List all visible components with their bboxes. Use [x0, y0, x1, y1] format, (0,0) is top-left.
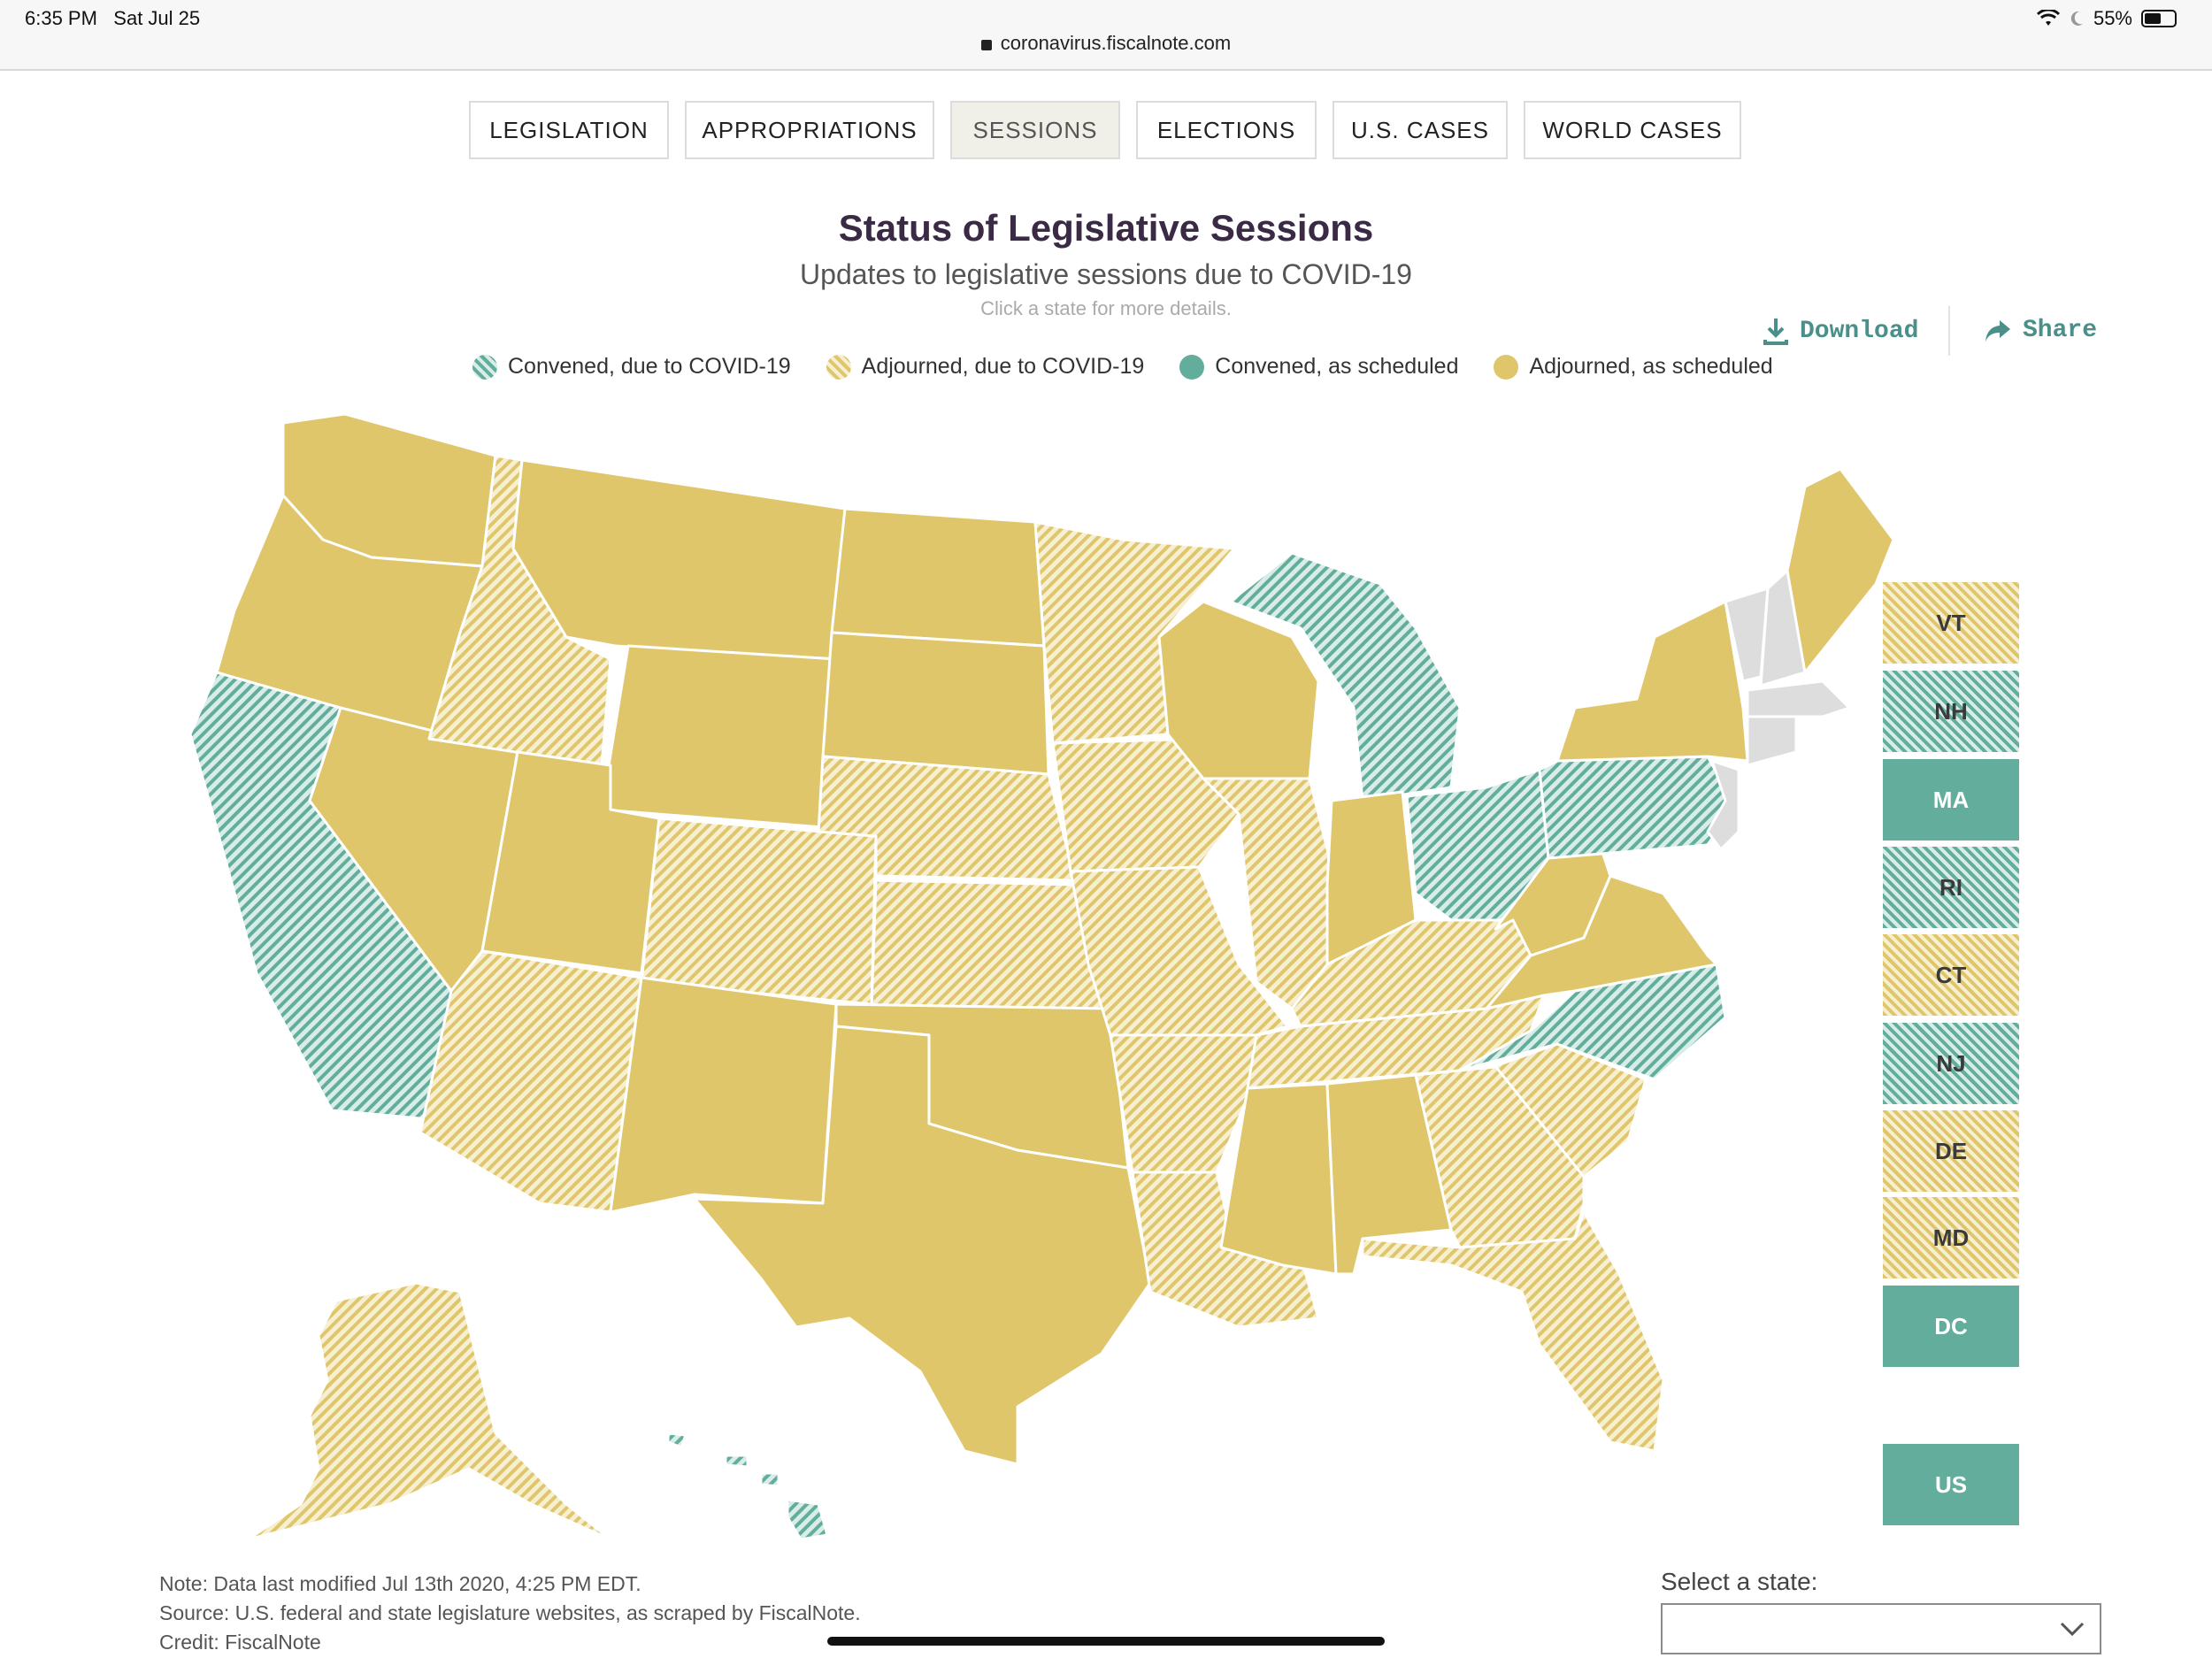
state-wi[interactable]	[1157, 600, 1320, 780]
state-select[interactable]	[1661, 1603, 2101, 1654]
state-ct[interactable]	[1746, 715, 1798, 767]
state-box-ct[interactable]: CT	[1883, 934, 2019, 1016]
download-label: Download	[1800, 317, 1919, 345]
state-box-label: US	[1934, 1470, 1968, 1498]
state-ak[interactable]	[246, 1281, 612, 1541]
state-ar[interactable]	[1109, 1033, 1258, 1174]
battery-percent: 55%	[2093, 7, 2132, 29]
share-label: Share	[2023, 317, 2098, 344]
state-box-label: MD	[1932, 1224, 1970, 1251]
download-icon	[1763, 319, 1788, 345]
state-box-ma[interactable]: MA	[1883, 759, 2019, 841]
state-box-us[interactable]: US	[1883, 1444, 2019, 1525]
state-me[interactable]	[1786, 467, 1895, 674]
state-nc[interactable]	[1458, 963, 1727, 1081]
tab-sessions[interactable]: SESSIONS	[950, 101, 1120, 159]
state-fl[interactable]	[1361, 1210, 1665, 1453]
state-nj[interactable]	[1706, 759, 1740, 851]
state-nm[interactable]	[609, 976, 838, 1214]
state-box-vt[interactable]: VT	[1883, 582, 2019, 664]
lock-icon	[980, 40, 992, 50]
state-box-label: CT	[1935, 961, 1967, 988]
page-subtitle: Updates to legislative sessions due to C…	[800, 258, 1412, 290]
legend-label: Convened, as scheduled	[1215, 354, 1459, 379]
legend-swatch	[472, 354, 497, 380]
wifi-icon	[2036, 10, 2060, 26]
tab-legislation[interactable]: LEGISLATION	[469, 101, 669, 159]
tab-appropriations[interactable]: APPROPRIATIONS	[685, 101, 934, 159]
download-button[interactable]: Download	[1763, 317, 1918, 345]
legend-adjourned: Adjourned, as scheduled	[1494, 354, 1773, 380]
home-indicator	[827, 1637, 1385, 1646]
state-sd[interactable]	[821, 631, 1050, 776]
state-box-label: DC	[1934, 1312, 1968, 1339]
tab-us-cases[interactable]: U.S. CASES	[1333, 101, 1508, 159]
state-co[interactable]	[640, 817, 878, 1006]
tab-elections[interactable]: ELECTIONS	[1136, 101, 1317, 159]
legend: Convened, due to COVID-19 Adjourned, due…	[472, 354, 1773, 380]
legend-convened-covid: Convened, due to COVID-19	[472, 354, 791, 380]
footer-source: Source: U.S. federal and state legislatu…	[159, 1601, 861, 1624]
footer-note: Note: Data last modified Jul 13th 2020, …	[159, 1572, 641, 1595]
state-ma[interactable]	[1746, 679, 1851, 718]
nav-tabs: LEGISLATION APPROPRIATIONS SESSIONS ELEC…	[469, 101, 1741, 159]
tab-world-cases[interactable]: WORLD CASES	[1524, 101, 1741, 159]
state-ne[interactable]	[817, 755, 1077, 882]
state-mi[interactable]	[1228, 551, 1462, 802]
status-time: 6:35 PM Sat Jul 25	[25, 7, 201, 29]
state-ks[interactable]	[870, 879, 1112, 1010]
divider	[1948, 306, 1950, 356]
legend-swatch	[1494, 354, 1519, 380]
state-wy[interactable]	[600, 644, 838, 829]
state-box-label: RI	[1939, 873, 1962, 901]
legend-label: Adjourned, due to COVID-19	[861, 354, 1145, 379]
status-indicators: 55%	[2036, 7, 2177, 30]
state-box-nh[interactable]: NH	[1883, 671, 2019, 752]
state-box-md[interactable]: MD	[1883, 1197, 2019, 1278]
chevron-down-icon	[2060, 1622, 2085, 1637]
share-button[interactable]: Share	[1984, 317, 2097, 344]
state-box-label: MA	[1932, 786, 1970, 813]
legend-swatch	[826, 354, 851, 380]
state-box-label: DE	[1934, 1137, 1968, 1164]
state-box-dc[interactable]: DC	[1883, 1286, 2019, 1367]
state-hi[interactable]	[666, 1432, 829, 1541]
legend-adjourned-covid: Adjourned, due to COVID-19	[826, 354, 1145, 380]
state-pa[interactable]	[1538, 755, 1736, 860]
legend-swatch	[1179, 354, 1205, 380]
page-title: Status of Legislative Sessions	[838, 207, 1374, 249]
status-bar: 6:35 PM Sat Jul 25 55% coronavirus.fisca…	[0, 0, 2212, 71]
url-bar[interactable]: coronavirus.fiscalnote.com	[0, 32, 2212, 55]
url-text: coronavirus.fiscalnote.com	[1000, 32, 1232, 54]
state-box-de[interactable]: DE	[1883, 1110, 2019, 1192]
state-box-nj[interactable]: NJ	[1883, 1023, 2019, 1104]
state-box-ri[interactable]: RI	[1883, 847, 2019, 928]
legend-label: Adjourned, as scheduled	[1529, 354, 1773, 379]
state-ny[interactable]	[1555, 600, 1749, 763]
state-select-label: Select a state:	[1661, 1568, 1818, 1595]
state-mt[interactable]	[511, 458, 847, 661]
state-box-label: VT	[1936, 609, 1966, 636]
us-map	[188, 412, 1895, 1541]
moon-icon	[2070, 11, 2083, 26]
state-box-label: NJ	[1936, 1049, 1966, 1077]
footer-credit: Credit: FiscalNote	[159, 1631, 321, 1654]
state-az[interactable]	[419, 949, 643, 1214]
state-tx[interactable]	[693, 1025, 1152, 1466]
legend-label: Convened, due to COVID-19	[508, 354, 791, 379]
click-hint: Click a state for more details.	[980, 297, 1232, 319]
share-icon	[1985, 319, 2010, 342]
state-box-label: NH	[1934, 697, 1968, 725]
legend-convened: Convened, as scheduled	[1179, 354, 1458, 380]
battery-icon	[2141, 10, 2177, 27]
state-nd[interactable]	[830, 507, 1046, 648]
